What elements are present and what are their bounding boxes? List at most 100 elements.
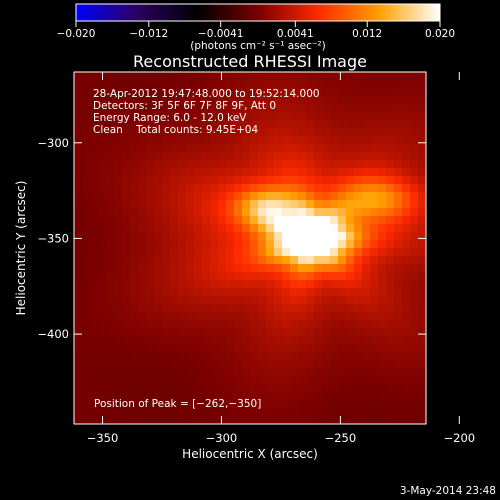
heatmap-cell xyxy=(186,272,195,281)
heatmap-cell xyxy=(410,232,419,241)
heatmap-cell xyxy=(370,352,379,361)
heatmap-cell xyxy=(218,144,227,153)
heatmap-cell xyxy=(394,264,403,273)
heatmap-cell xyxy=(114,192,123,201)
heatmap-cell xyxy=(82,400,91,409)
heatmap-cell xyxy=(274,336,283,345)
heatmap-cell xyxy=(122,312,131,321)
heatmap-cell xyxy=(362,264,371,273)
heatmap-cell xyxy=(290,112,299,121)
heatmap-cell xyxy=(242,256,251,265)
heatmap-cell xyxy=(282,96,291,105)
heatmap-cell xyxy=(386,168,395,177)
heatmap-cell xyxy=(146,184,155,193)
heatmap-cell xyxy=(394,144,403,153)
heatmap-cell xyxy=(90,240,99,249)
heatmap-cell xyxy=(154,112,163,121)
heatmap-cell xyxy=(282,304,291,313)
heatmap-cell xyxy=(162,280,171,289)
heatmap-cell xyxy=(130,224,139,233)
heatmap-cell xyxy=(290,192,299,201)
heatmap-cell xyxy=(394,112,403,121)
heatmap-cell xyxy=(146,296,155,305)
heatmap-cell xyxy=(98,104,107,113)
heatmap-cell xyxy=(162,288,171,297)
heatmap-cell xyxy=(234,368,243,377)
heatmap-cell xyxy=(90,376,99,385)
heatmap-cell xyxy=(162,248,171,257)
heatmap-cell xyxy=(354,120,363,129)
heatmap-cell xyxy=(130,352,139,361)
heatmap-cell xyxy=(162,408,171,417)
heatmap-cell xyxy=(82,112,91,121)
heatmap-cell xyxy=(258,152,267,161)
heatmap-cell xyxy=(218,136,227,145)
heatmap-cell xyxy=(402,152,411,161)
heatmap-cell xyxy=(266,408,275,417)
heatmap-cell xyxy=(298,208,307,217)
heatmap-cell xyxy=(378,352,387,361)
heatmap-cell xyxy=(402,256,411,265)
heatmap-cell xyxy=(194,368,203,377)
heatmap-cell xyxy=(162,264,171,273)
heatmap-cell xyxy=(194,232,203,241)
heatmap-cell xyxy=(178,152,187,161)
heatmap-cell xyxy=(74,192,83,201)
heatmap-cell xyxy=(74,200,83,209)
heatmap-cell xyxy=(282,232,291,241)
heatmap-cell xyxy=(386,208,395,217)
heatmap-cell xyxy=(370,192,379,201)
heatmap-cell xyxy=(418,312,426,321)
heatmap-cell xyxy=(114,288,123,297)
heatmap-cell xyxy=(346,376,355,385)
heatmap-cell xyxy=(170,72,179,81)
heatmap-cell xyxy=(114,360,123,369)
heatmap-cell xyxy=(154,320,163,329)
heatmap-cell xyxy=(266,88,275,97)
heatmap-cell xyxy=(354,392,363,401)
heatmap-cell xyxy=(210,304,219,313)
heatmap-cell xyxy=(114,320,123,329)
heatmap-cell xyxy=(202,384,211,393)
heatmap-cell xyxy=(210,144,219,153)
heatmap-cell xyxy=(378,240,387,249)
heatmap-cell xyxy=(370,120,379,129)
heatmap-cell xyxy=(162,256,171,265)
heatmap-cell xyxy=(114,296,123,305)
heatmap-cell xyxy=(354,328,363,337)
heatmap-cell xyxy=(298,232,307,241)
heatmap-cell xyxy=(338,200,347,209)
heatmap-cell xyxy=(194,200,203,209)
heatmap-cell xyxy=(354,344,363,353)
heatmap-cell xyxy=(266,392,275,401)
heatmap-cell xyxy=(114,368,123,377)
heatmap-cell xyxy=(266,96,275,105)
heatmap-cell xyxy=(194,336,203,345)
heatmap-cell xyxy=(138,328,147,337)
heatmap-cell xyxy=(234,400,243,409)
heatmap-cell xyxy=(98,376,107,385)
heatmap-cell xyxy=(74,392,83,401)
heatmap-cell xyxy=(394,328,403,337)
heatmap-cell xyxy=(250,152,259,161)
heatmap-cell xyxy=(82,360,91,369)
heatmap-cell xyxy=(210,248,219,257)
heatmap-cell xyxy=(146,176,155,185)
heatmap-cell xyxy=(146,376,155,385)
heatmap-cell xyxy=(74,376,83,385)
heatmap-cell xyxy=(298,152,307,161)
colorbar-tick-label: 0.012 xyxy=(352,28,382,40)
heatmap-cell xyxy=(418,72,426,81)
heatmap-cell xyxy=(154,288,163,297)
heatmap-cell xyxy=(394,320,403,329)
heatmap-cell xyxy=(170,416,179,424)
heatmap-cell xyxy=(346,144,355,153)
heatmap-cell xyxy=(378,80,387,89)
heatmap-cell xyxy=(130,176,139,185)
heatmap-cell xyxy=(218,296,227,305)
heatmap-cell xyxy=(98,232,107,241)
heatmap-cell xyxy=(266,272,275,281)
heatmap-cell xyxy=(266,120,275,129)
heatmap-cell xyxy=(82,384,91,393)
heatmap-cell xyxy=(394,208,403,217)
